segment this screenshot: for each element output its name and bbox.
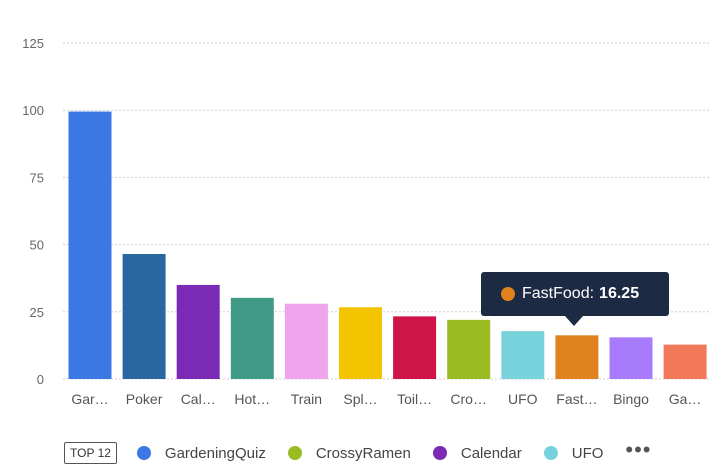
x-category-label: Bingo [613, 391, 649, 407]
bar[interactable] [339, 307, 382, 379]
bar[interactable] [447, 319, 491, 379]
tooltip-separator: : [589, 285, 595, 302]
bar[interactable] [176, 284, 220, 379]
y-axis-ticks: 0 25 50 75 100 125 [22, 36, 44, 387]
tooltip-series-dot [501, 287, 515, 301]
bar[interactable] [68, 111, 112, 379]
x-category-label: Cal… [181, 391, 216, 407]
legend-label: GardeningQuiz [164, 444, 266, 462]
legend-label: CrossyRamen [315, 444, 411, 462]
x-category-label: Cro… [450, 391, 487, 407]
x-axis-labels: Gar… Poker Cal… Hot… Train Spl… Toil… Cro… UFO Fa… [71, 391, 701, 407]
x-category-label: Ga… [669, 391, 702, 407]
x-category-label: Gar… [71, 391, 108, 407]
legend-top-badge[interactable]: TOP 12 [64, 442, 117, 464]
legend-dot [136, 446, 151, 460]
x-category-label: Spl… [343, 391, 377, 407]
y-tick-label: 100 [22, 103, 44, 118]
x-category-label: Train [291, 391, 322, 407]
bar[interactable] [663, 344, 707, 379]
y-tick-label: 0 [37, 372, 44, 387]
legend-label: UFO [571, 444, 604, 462]
bar[interactable] [393, 316, 437, 379]
y-tick-label: 125 [22, 36, 44, 51]
x-category-label: Hot… [234, 391, 270, 407]
legend-item-crossyramen[interactable]: CrossyRamen [287, 444, 411, 462]
y-tick-label: 75 [30, 170, 44, 185]
x-category-label: UFO [508, 391, 538, 407]
y-tick-label: 25 [30, 305, 44, 320]
legend-item-gardeningquiz[interactable]: GardeningQuiz [136, 444, 266, 462]
tooltip-value: 16.25 [599, 285, 640, 302]
legend-more-icon[interactable]: ••• [625, 437, 652, 462]
bar[interactable] [555, 335, 599, 379]
bar[interactable] [609, 337, 653, 379]
bar-tooltip: FastFood: 16.25 [481, 272, 669, 326]
x-category-label: Fast… [556, 391, 597, 407]
y-tick-label: 50 [30, 238, 44, 253]
tooltip-series-name: FastFood [522, 285, 590, 302]
bar[interactable] [122, 254, 166, 379]
legend-label: Calendar [460, 444, 522, 462]
bar[interactable] [284, 303, 328, 379]
x-category-label: Poker [126, 391, 163, 407]
legend-item-ufo[interactable]: UFO [543, 444, 604, 462]
bar[interactable] [501, 331, 545, 379]
bar[interactable] [230, 297, 274, 379]
x-category-label: Toil… [397, 391, 432, 407]
legend-dot [432, 446, 447, 460]
bars [68, 111, 707, 379]
legend-item-calendar[interactable]: Calendar [432, 444, 522, 462]
bar-chart: 0 25 50 75 100 125 Gar… Poker Cal… Hot… Train Spl…… [22, 36, 710, 407]
chart-legend: TOP 12 GardeningQuiz CrossyRamen Calenda… [64, 437, 652, 466]
legend-dot [543, 446, 558, 460]
legend-dot [287, 446, 302, 460]
